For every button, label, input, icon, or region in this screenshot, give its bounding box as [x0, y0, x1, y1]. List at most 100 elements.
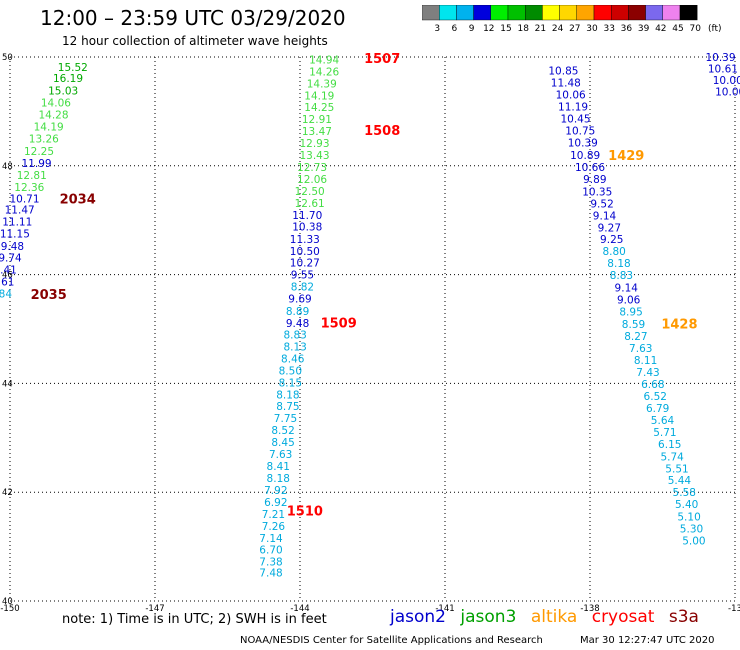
- wave-height-value: 11.19: [558, 102, 588, 114]
- wave-height-value: 10.61: [708, 63, 738, 75]
- wave-height-value: 5.10: [677, 512, 700, 524]
- wave-height-value: 13.26: [29, 134, 59, 146]
- wave-height-value: 8.18: [607, 258, 630, 270]
- wave-height-value: 7.43: [636, 367, 659, 379]
- x-tick-label: -138: [580, 604, 599, 614]
- wave-height-value: 5.00: [682, 536, 705, 548]
- pass-number-label: 2035: [31, 288, 67, 303]
- wave-height-value: 14.26: [309, 67, 339, 79]
- wave-height-value: 13.43: [299, 150, 329, 162]
- color-tick-label: 27: [569, 24, 580, 34]
- wave-height-value: 11.33: [290, 234, 320, 246]
- wave-height-value: 9.61: [0, 277, 14, 289]
- color-legend: 3 6 9 12 15 18 21 24 27 30 33 36 39 42 45 70 (ft): [422, 5, 722, 34]
- wave-height-value: 8.59: [622, 319, 645, 331]
- pass-number-label: 2034: [60, 192, 96, 207]
- wave-height-value: 9.69: [288, 294, 311, 306]
- wave-height-value: 8.18: [276, 389, 299, 401]
- wave-height-value: 12.25: [24, 146, 54, 158]
- mission-legend: jason2 jason3 altika cryosat s3a: [390, 607, 708, 627]
- wave-height-value: 9.89: [583, 174, 606, 186]
- wave-height-value: 12.36: [14, 182, 44, 194]
- wave-height-value: 7.75: [274, 413, 297, 425]
- wave-height-value: 5.74: [660, 451, 684, 463]
- wave-height-value: 16.19: [53, 73, 83, 85]
- wave-height-value: 7.48: [259, 568, 282, 580]
- wave-height-value: 9.06: [617, 295, 641, 307]
- wave-height-value: 7.63: [629, 343, 652, 355]
- wave-height-value: 5.40: [675, 499, 698, 511]
- wave-height-value: 8.80: [602, 246, 625, 258]
- y-tick-label: 50: [2, 53, 13, 63]
- wave-height-value: 8.27: [624, 331, 647, 343]
- wave-height-value: 11.99: [22, 158, 52, 170]
- wave-height-value: 10.39: [705, 52, 735, 64]
- wave-height-value: 12.06: [297, 174, 327, 186]
- wave-height-value: 12.91: [302, 114, 332, 126]
- wave-height-value: 9.52: [590, 198, 613, 210]
- wave-height-value: 9.14: [615, 283, 639, 295]
- color-tick-label: 9: [469, 24, 475, 34]
- wave-height-value: 8.18: [267, 473, 290, 485]
- color-tick-label: 45: [672, 24, 683, 34]
- wave-height-value: 9.48: [286, 318, 309, 330]
- wave-height-value: 12.73: [297, 162, 327, 174]
- color-tick-label: 6: [452, 24, 458, 34]
- wave-height-value: 6.15: [658, 439, 681, 451]
- wave-height-value: 14.19: [34, 122, 64, 134]
- color-legend-unit: (ft): [708, 24, 722, 34]
- color-tick-label: 18: [517, 24, 529, 34]
- wave-height-value: 8.83: [610, 270, 633, 282]
- color-tick-label: 36: [621, 24, 633, 34]
- wave-height-value: 7.92: [264, 485, 287, 497]
- color-tick-label: 42: [655, 24, 666, 34]
- wave-height-value: 9.27: [598, 222, 621, 234]
- wave-height-value: 10.89: [570, 150, 600, 162]
- wave-height-value: 10.39: [568, 137, 598, 149]
- wave-height-value: 8.83: [283, 329, 306, 341]
- wave-height-value: 14.25: [304, 102, 334, 114]
- wave-height-value: 11.11: [2, 216, 32, 228]
- wave-height-value: 8.82: [291, 282, 314, 294]
- color-tick-label: 21: [535, 24, 546, 34]
- wave-height-value: 9.14: [593, 210, 617, 222]
- wave-height-value: 11.15: [0, 228, 30, 240]
- x-tick-label: -150: [0, 604, 19, 614]
- wave-height-value: 11.48: [551, 78, 581, 90]
- color-tick-label: 39: [638, 24, 650, 34]
- color-tick-label: 33: [603, 24, 614, 34]
- wave-height-value: 10.00: [713, 75, 740, 87]
- pass-number-label: 1510: [287, 505, 323, 520]
- wave-height-value: 10.06: [556, 90, 586, 102]
- wave-height-value: 14.94: [309, 55, 339, 67]
- color-tick-label: 30: [586, 24, 598, 34]
- wave-height-value: 8.95: [619, 307, 642, 319]
- wave-height-value: 6.92: [264, 497, 287, 509]
- wave-height-value: 14.19: [304, 91, 334, 103]
- pass-number-label: 1508: [364, 124, 400, 139]
- wave-height-value: 9.74: [0, 253, 22, 265]
- wave-height-value: 8.46: [281, 353, 305, 365]
- wave-height-value: 6.70: [259, 544, 282, 556]
- y-tick-label: 46: [2, 271, 13, 281]
- wave-height-value: 10.85: [548, 66, 578, 78]
- wave-height-value: 5.64: [651, 415, 675, 427]
- wave-height-value: 13.47: [302, 126, 332, 138]
- wave-height-value: 10.00: [715, 86, 740, 98]
- wave-height-value: 9.48: [1, 241, 24, 253]
- chart-subtitle: 12 hour collection of altimeter wave hei…: [62, 34, 328, 48]
- footnote: note: 1) Time is in UTC; 2) SWH is in fe…: [62, 612, 327, 627]
- wave-height-value: 10.35: [582, 186, 612, 198]
- wave-height-value: 5.51: [665, 463, 688, 475]
- wave-height-value: 5.44: [668, 475, 692, 487]
- legend-mission: altika: [530, 607, 578, 627]
- legend-mission: jason2: [390, 607, 446, 627]
- wave-height-value: 8.41: [267, 461, 290, 473]
- wave-height-value: 7.21: [262, 509, 285, 521]
- wave-height-value: 12.81: [17, 170, 47, 182]
- wave-height-value: 8.13: [283, 341, 306, 353]
- wave-height-value: 10.38: [292, 222, 322, 234]
- generated-timestamp: Mar 30 12:27:47 UTC 2020: [580, 635, 715, 646]
- wave-height-value: 15.52: [58, 62, 88, 74]
- pass-number-label: 1509: [321, 316, 357, 331]
